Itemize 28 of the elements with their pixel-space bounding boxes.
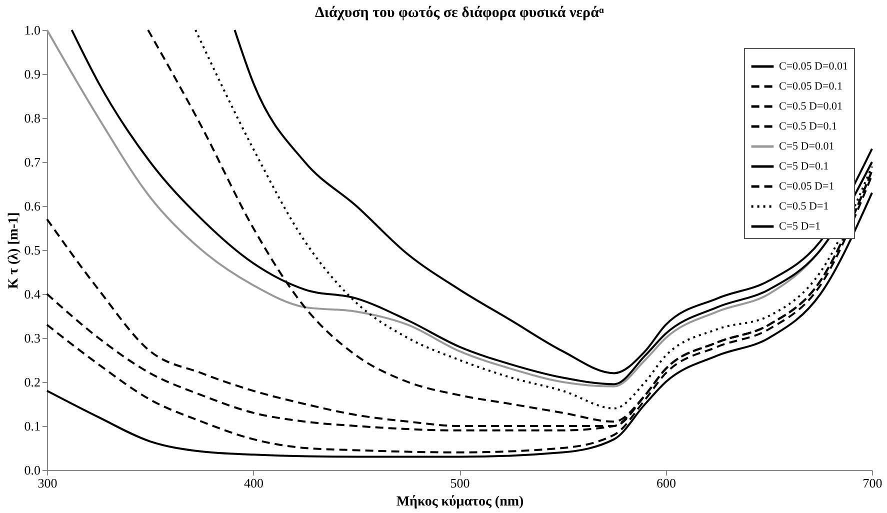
legend-label: C=5 D=1 [779, 220, 820, 232]
legend-label: C=5 D=0.01 [779, 140, 834, 152]
y-tick-label: 0.3 [24, 330, 40, 346]
legend-label: C=0.5 D=0.01 [779, 100, 842, 112]
y-tick-label: 0.9 [24, 66, 40, 82]
legend-label: C=0.5 D=0.1 [779, 120, 837, 132]
x-tick-label: 400 [244, 476, 264, 490]
legend-label: C=0.05 D=1 [779, 180, 834, 192]
y-tick-label: 1.0 [24, 22, 40, 38]
legend-label: C=5 D=0.1 [779, 160, 829, 172]
x-tick-label: 600 [656, 476, 676, 490]
legend-label: C=0.05 D=0.1 [779, 80, 842, 92]
x-axis-title: Μήκος κύματος (nm) [396, 494, 524, 510]
y-tick-label: 0.0 [24, 462, 40, 478]
y-tick-label: 0.4 [24, 286, 41, 302]
y-tick-label: 0.5 [24, 242, 40, 258]
y-tick-label: 0.8 [24, 110, 40, 126]
y-axis-title: K τ (λ) [m-1] [6, 212, 22, 289]
chart-title: Διάχυση του φωτός σε διάφορα φυσικά νεράᵅ [314, 5, 604, 21]
y-tick-label: 0.2 [24, 374, 40, 390]
x-tick-label: 300 [38, 476, 58, 490]
legend-label: C=0.5 D=1 [779, 200, 829, 212]
y-tick-label: 0.1 [24, 418, 40, 434]
legend-label: C=0.05 D=0.01 [779, 60, 848, 72]
y-tick-label: 0.6 [24, 198, 41, 214]
y-tick-label: 0.7 [24, 154, 41, 170]
x-tick-label: 500 [450, 476, 470, 490]
x-tick-label: 700 [862, 476, 882, 490]
